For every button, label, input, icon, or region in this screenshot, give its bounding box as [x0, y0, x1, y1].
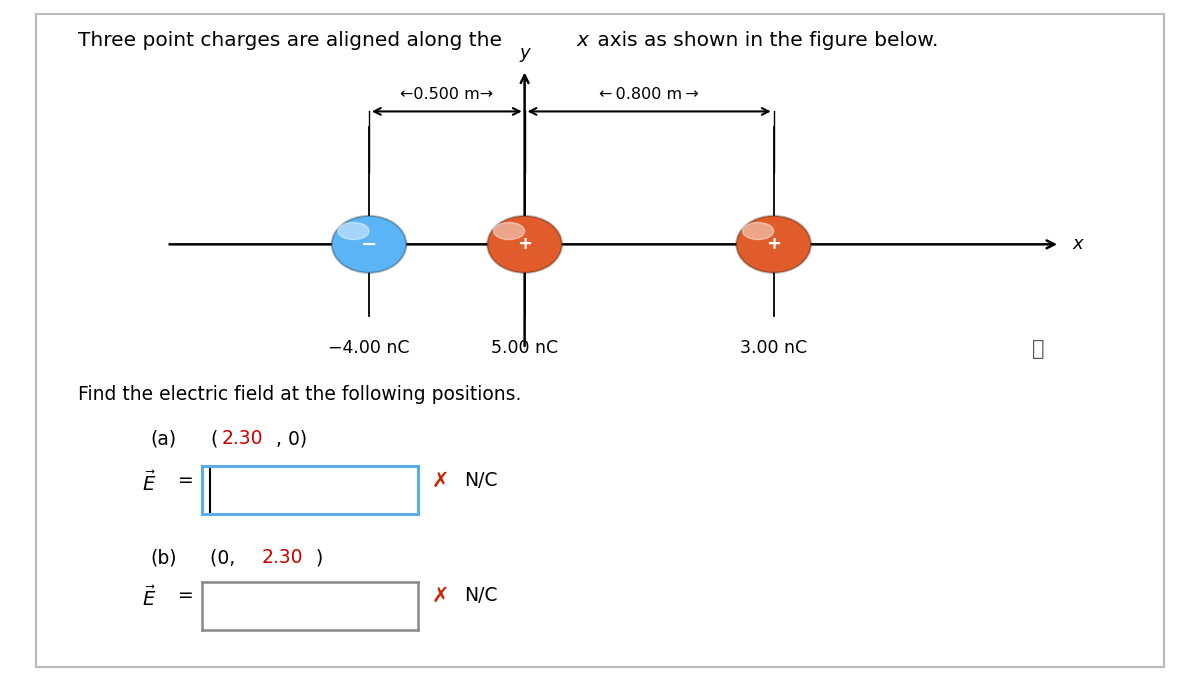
Text: Find the electric field at the following positions.: Find the electric field at the following… [78, 385, 521, 404]
Text: y: y [520, 44, 530, 62]
Text: +: + [517, 236, 532, 253]
Ellipse shape [743, 223, 774, 240]
Text: +: + [766, 236, 781, 253]
Text: =: = [178, 471, 193, 490]
Text: axis as shown in the figure below.: axis as shown in the figure below. [592, 31, 938, 50]
Text: (a): (a) [150, 429, 176, 448]
Text: $\vec{E}$: $\vec{E}$ [142, 586, 156, 610]
Text: ): ) [316, 548, 323, 567]
Text: 2.30: 2.30 [222, 429, 264, 448]
Text: (0,: (0, [210, 548, 241, 567]
Text: $\vec{E}$: $\vec{E}$ [142, 471, 156, 496]
Text: =: = [178, 586, 193, 605]
Text: 2.30: 2.30 [262, 548, 304, 567]
Ellipse shape [338, 223, 370, 240]
Text: −: − [361, 235, 377, 254]
Text: 3.00 nC: 3.00 nC [740, 339, 808, 358]
Text: (b): (b) [150, 548, 176, 567]
Text: ⓘ: ⓘ [1032, 338, 1044, 359]
Text: Three point charges are aligned along the: Three point charges are aligned along th… [78, 31, 509, 50]
Text: N/C: N/C [464, 471, 498, 490]
Ellipse shape [737, 216, 811, 273]
Text: ←0.500 m→: ←0.500 m→ [401, 87, 493, 102]
Text: ← 0.800 m →: ← 0.800 m → [599, 87, 698, 102]
Text: 5.00 nC: 5.00 nC [491, 339, 558, 358]
Text: ✗: ✗ [432, 586, 450, 605]
Text: −4.00 nC: −4.00 nC [329, 339, 409, 358]
Text: x: x [577, 31, 588, 50]
Ellipse shape [493, 223, 524, 240]
Ellipse shape [331, 216, 407, 273]
Text: (: ( [210, 429, 217, 448]
Text: , 0): , 0) [276, 429, 307, 448]
Text: N/C: N/C [464, 586, 498, 605]
Text: x: x [1073, 236, 1084, 253]
Ellipse shape [487, 216, 562, 273]
Text: ✗: ✗ [432, 471, 450, 491]
